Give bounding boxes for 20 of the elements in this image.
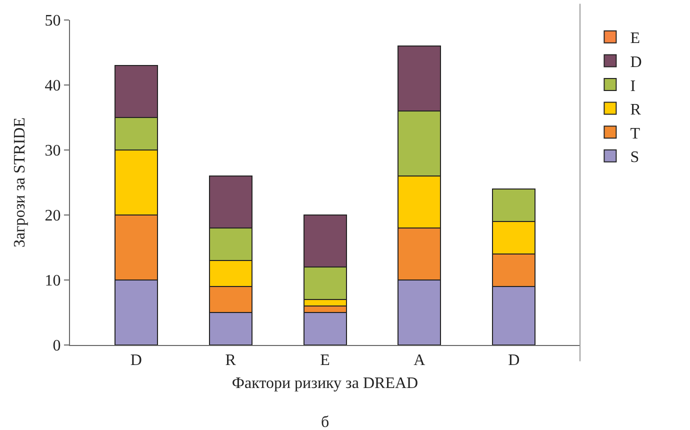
legend-label: S — [630, 149, 640, 166]
legend-label: T — [630, 125, 640, 142]
x-tick-label: D — [508, 352, 520, 370]
text: б — [321, 414, 330, 430]
y-axis-title: Загрози за STRIDE — [12, 118, 29, 248]
x-tick-label: E — [320, 352, 330, 370]
y-tick-label: 40 — [44, 78, 61, 95]
y-tick-label: 50 — [44, 12, 61, 30]
legend-label: I — [630, 78, 636, 95]
legend-label: E — [630, 30, 640, 48]
y-tick-label: 30 — [44, 142, 61, 160]
x-axis-title: Фактори ризику за DREAD — [232, 374, 418, 392]
x-tick-label: A — [414, 352, 426, 370]
x-tick-label: D — [130, 352, 142, 370]
y-tick-label: 10 — [44, 272, 61, 290]
x-tick-label: R — [225, 352, 236, 370]
y-tick-label: 20 — [44, 208, 61, 225]
legend-label: R — [630, 102, 642, 119]
legend-label: D — [630, 54, 642, 71]
y-tick-label: 0 — [52, 338, 61, 355]
